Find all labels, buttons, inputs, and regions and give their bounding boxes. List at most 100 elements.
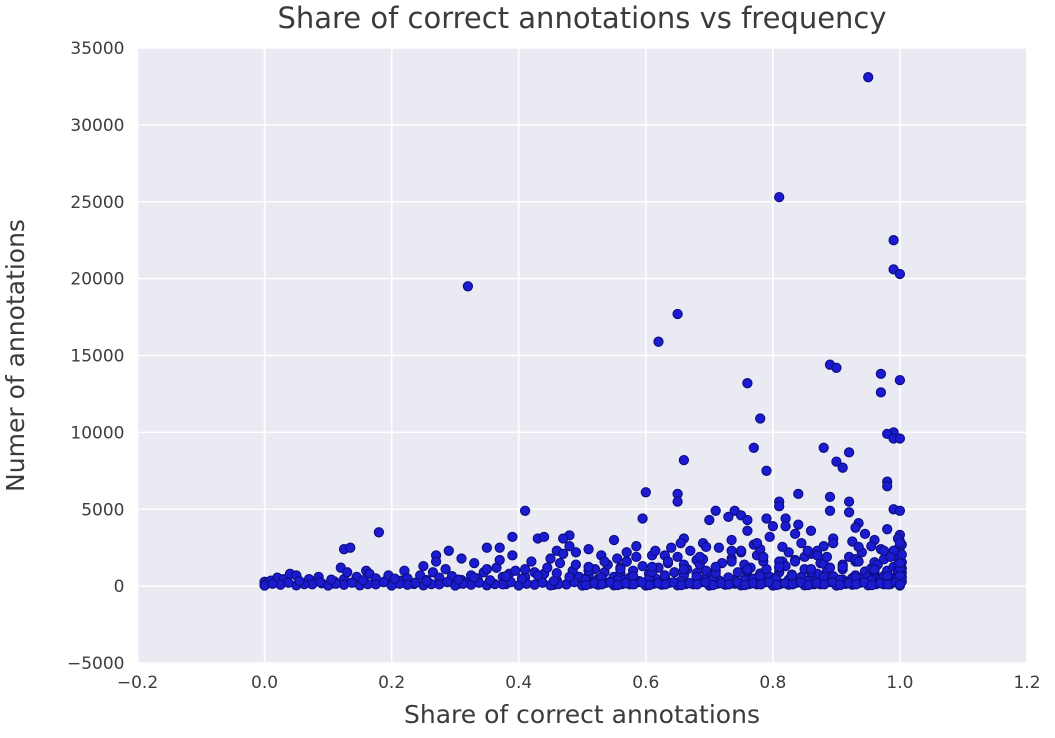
scatter-point xyxy=(894,579,906,590)
scatter-point xyxy=(421,575,432,587)
scatter-point xyxy=(646,561,658,573)
scatter-point xyxy=(345,542,356,553)
scatter-point xyxy=(853,541,864,553)
scatter-point xyxy=(819,579,830,590)
scatter-point xyxy=(882,579,894,590)
scatter-point xyxy=(694,551,705,563)
scatter-point xyxy=(672,496,683,507)
scatter-point xyxy=(660,579,671,590)
scatter-point xyxy=(793,519,804,530)
x-tick-label: 1.0 xyxy=(886,673,913,693)
scatter-point xyxy=(346,577,358,588)
x-tick-label: 1.2 xyxy=(1013,673,1040,693)
scatter-point xyxy=(564,571,575,583)
scatter-point xyxy=(704,514,715,526)
scatter-point xyxy=(558,533,569,544)
scatter-point xyxy=(612,579,623,591)
scatter-point xyxy=(675,537,686,549)
scatter-point xyxy=(672,308,683,320)
scatter-point xyxy=(764,531,775,543)
scatter-point xyxy=(742,378,753,389)
scatter-point xyxy=(500,571,512,582)
scatter-point xyxy=(882,481,893,492)
scatter-point xyxy=(662,556,674,567)
scatter-point xyxy=(742,525,753,536)
scatter-point xyxy=(440,564,451,575)
scatter-point xyxy=(850,522,861,533)
scatter-point xyxy=(866,541,877,552)
scatter-point xyxy=(821,551,833,563)
y-tick-label: 15000 xyxy=(70,347,124,367)
scatter-point xyxy=(869,564,880,575)
scatter-point xyxy=(824,491,836,503)
scatter-point xyxy=(469,572,480,583)
x-tick-label: 0.0 xyxy=(251,673,278,693)
scatter-point xyxy=(532,570,543,581)
scatter-point xyxy=(748,442,759,453)
scatter-point xyxy=(676,579,687,591)
scatter-point xyxy=(494,542,505,553)
y-tick-label: 20000 xyxy=(70,270,124,290)
scatter-point xyxy=(494,554,505,566)
scatter-point xyxy=(735,545,747,556)
scatter-point xyxy=(803,579,814,591)
scatter-point xyxy=(710,505,721,516)
scatter-point xyxy=(644,579,655,591)
scatter-point xyxy=(875,368,887,380)
scatter-point xyxy=(894,268,906,280)
scatter-point xyxy=(631,541,642,552)
scatter-point xyxy=(685,545,696,556)
scatter-point xyxy=(805,525,817,536)
scatter-point xyxy=(283,577,294,588)
scatter-point xyxy=(456,553,467,564)
scatter-point xyxy=(831,362,842,373)
scatter-point xyxy=(837,462,848,473)
scatter-point xyxy=(882,524,893,535)
x-tick-label: 0.8 xyxy=(759,673,786,693)
scatter-point xyxy=(786,570,798,581)
x-tick-label: −0.2 xyxy=(117,673,158,693)
scatter-point xyxy=(564,541,575,552)
scatter-point xyxy=(787,579,798,590)
scatter-point xyxy=(850,579,862,590)
scatter-point xyxy=(774,191,785,203)
scatter-point xyxy=(666,542,677,553)
scatter-point xyxy=(875,387,887,398)
scatter-point xyxy=(678,454,690,466)
scatter-point xyxy=(628,579,639,590)
scatter-point xyxy=(267,578,278,589)
scatter-point xyxy=(659,570,670,581)
scatter-point xyxy=(484,575,496,586)
scatter-point xyxy=(805,564,817,575)
scatter-point xyxy=(326,574,337,585)
scatter-point xyxy=(608,534,620,546)
scatter-point xyxy=(859,528,871,540)
scatter-point xyxy=(389,573,400,584)
y-tick-label: 25000 xyxy=(70,193,124,213)
scatter-point xyxy=(542,562,553,573)
scatter-point xyxy=(669,567,680,578)
scatter-point xyxy=(831,456,842,467)
scatter-point xyxy=(894,374,906,386)
scatter-point xyxy=(580,579,592,591)
scatter-point xyxy=(558,548,569,559)
scatter-point xyxy=(443,545,454,556)
x-axis-label: Share of correct annotations xyxy=(404,700,760,729)
scatter-point xyxy=(726,534,737,546)
scatter-point xyxy=(771,579,782,591)
scatter-point xyxy=(761,465,772,476)
scatter-point xyxy=(621,547,632,558)
scatter-point xyxy=(755,413,766,424)
scatter-point xyxy=(294,575,305,587)
scatter-point xyxy=(551,567,562,579)
scatter-point xyxy=(739,579,751,591)
scatter-point xyxy=(554,557,566,569)
scatter-point xyxy=(828,537,839,549)
chart-title: Share of correct annotations vs frequenc… xyxy=(277,1,887,35)
scatter-point xyxy=(894,433,906,444)
scatter-point xyxy=(430,556,442,567)
scatter-point xyxy=(723,511,734,523)
scatter-point xyxy=(596,579,608,590)
scatter-point xyxy=(758,551,769,563)
scatter-point xyxy=(710,561,721,573)
